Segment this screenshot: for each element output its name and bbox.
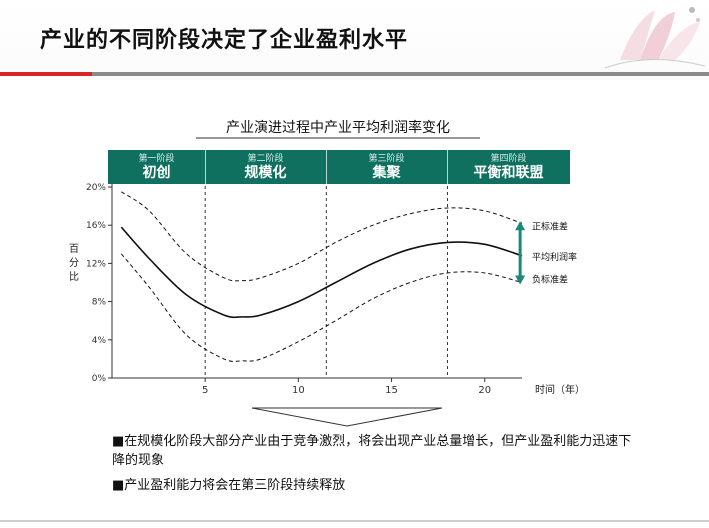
y-axis-label-char: 比 (69, 271, 79, 283)
stage-cell-2: 第二阶段 规模化 (205, 150, 326, 184)
slide-header: 产业的不同阶段决定了企业盈利水平 (0, 0, 709, 80)
stage-separator (447, 150, 448, 184)
x-tick-label: 15 (385, 385, 398, 396)
slide-title: 产业的不同阶段决定了企业盈利水平 (40, 28, 409, 53)
y-tick-label: 0% (92, 374, 107, 384)
stage-cell-1: 第一阶段 初创 (108, 150, 205, 184)
stage-name: 初创 (142, 165, 171, 181)
y-tick-label: 8% (92, 298, 107, 308)
std-range-arrow-down-icon (515, 275, 526, 285)
series-line-1 (121, 191, 523, 282)
y-tick-label: 4% (92, 336, 107, 346)
std-range-arrow-up-icon (515, 221, 526, 231)
stage-number: 第三阶段 (368, 154, 405, 164)
series-line-2 (120, 226, 523, 319)
y-axis-label-char: 百 (69, 243, 79, 255)
stage-cell-4: 第四阶段 平衡和联盟 (447, 150, 570, 184)
series-label-2: 平均利润率 (532, 251, 577, 263)
footer-rule (0, 520, 709, 522)
series-label-1: 正标准差 (532, 220, 568, 232)
lotus-decoration-icon (604, 7, 706, 69)
bullet-item-1: ■在规模化阶段大部分产业由于竞争激烈，将会出现产业总量增长，但产业盈利能力迅速下… (112, 434, 632, 468)
y-tick-label: 20% (86, 183, 106, 193)
chart-title-group: 产业演进过程中产业平均利润率变化 (196, 119, 480, 139)
stage-name: 规模化 (244, 165, 287, 181)
bullet-item-2: ■产业盈利能力将会在第三阶段持续释放 (112, 478, 346, 493)
series-label-3: 负标准差 (532, 274, 568, 286)
stage-name: 平衡和联盟 (473, 165, 544, 181)
chart-title: 产业演进过程中产业平均利润率变化 (226, 119, 450, 136)
x-tick-label: 5 (202, 385, 208, 396)
stage-number: 第一阶段 (138, 154, 175, 164)
summary-funnel-icon (251, 407, 443, 427)
series-line-3 (120, 253, 523, 362)
stage-number: 第四阶段 (490, 154, 527, 164)
x-axis-label: 时间（年） (535, 383, 585, 396)
x-tick-label: 10 (292, 385, 305, 396)
bullet-list: ■在规模化阶段大部分产业由于竞争激烈，将会出现产业总量增长，但产业盈利能力迅速下… (112, 432, 632, 501)
y-tick-label: 16% (86, 221, 106, 231)
stage-separator (205, 150, 206, 184)
title-rule-red (0, 72, 92, 76)
stage-number: 第二阶段 (247, 154, 284, 164)
stage-separator (326, 150, 327, 184)
stage-name: 集聚 (372, 165, 401, 181)
y-axis-label-char: 分 (69, 257, 79, 269)
x-tick-label: 20 (478, 385, 491, 396)
stage-header-bar: 第一阶段 初创 第二阶段 规模化 第三阶段 集聚 第四阶段 平衡和联盟 (108, 150, 570, 184)
stage-cell-3: 第三阶段 集聚 (326, 150, 447, 184)
y-tick-label: 12% (86, 259, 106, 269)
title-rule-grey (92, 72, 709, 76)
